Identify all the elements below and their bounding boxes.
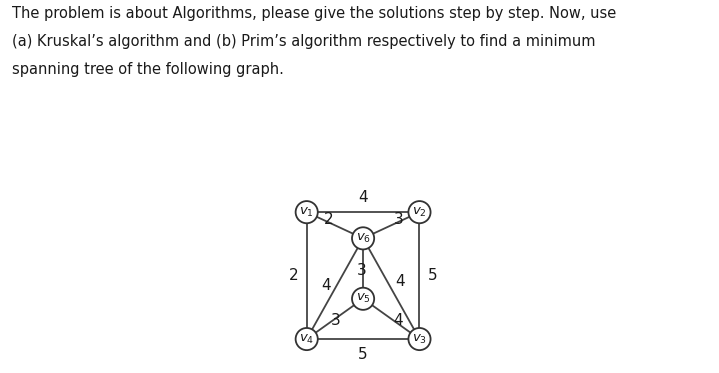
Circle shape — [408, 328, 431, 350]
Text: (a) Kruskal’s algorithm and (b) Prim’s algorithm respectively to find a minimum: (a) Kruskal’s algorithm and (b) Prim’s a… — [12, 34, 595, 48]
Text: 2: 2 — [324, 212, 334, 227]
Text: $v_{2}$: $v_{2}$ — [412, 206, 427, 219]
Text: 4: 4 — [393, 313, 403, 329]
Text: 3: 3 — [357, 263, 367, 278]
Text: The problem is about Algorithms, please give the solutions step by step. Now, us: The problem is about Algorithms, please … — [12, 6, 615, 21]
Text: $v_{4}$: $v_{4}$ — [299, 332, 314, 346]
Text: $v_{3}$: $v_{3}$ — [412, 332, 427, 346]
Text: $v_{5}$: $v_{5}$ — [356, 292, 370, 305]
Text: spanning tree of the following graph.: spanning tree of the following graph. — [12, 62, 283, 76]
Circle shape — [352, 288, 374, 310]
Circle shape — [352, 227, 374, 250]
Text: $v_{6}$: $v_{6}$ — [356, 232, 370, 245]
Text: 4: 4 — [321, 278, 331, 293]
Text: 3: 3 — [331, 313, 341, 329]
Text: 5: 5 — [358, 347, 368, 362]
Text: 2: 2 — [289, 268, 298, 283]
Text: 4: 4 — [395, 274, 406, 289]
Text: 3: 3 — [393, 212, 403, 227]
Text: $v_{1}$: $v_{1}$ — [299, 206, 314, 219]
Text: 4: 4 — [358, 189, 368, 204]
Circle shape — [296, 201, 318, 223]
Circle shape — [408, 201, 431, 223]
Circle shape — [296, 328, 318, 350]
Text: 5: 5 — [428, 268, 437, 283]
